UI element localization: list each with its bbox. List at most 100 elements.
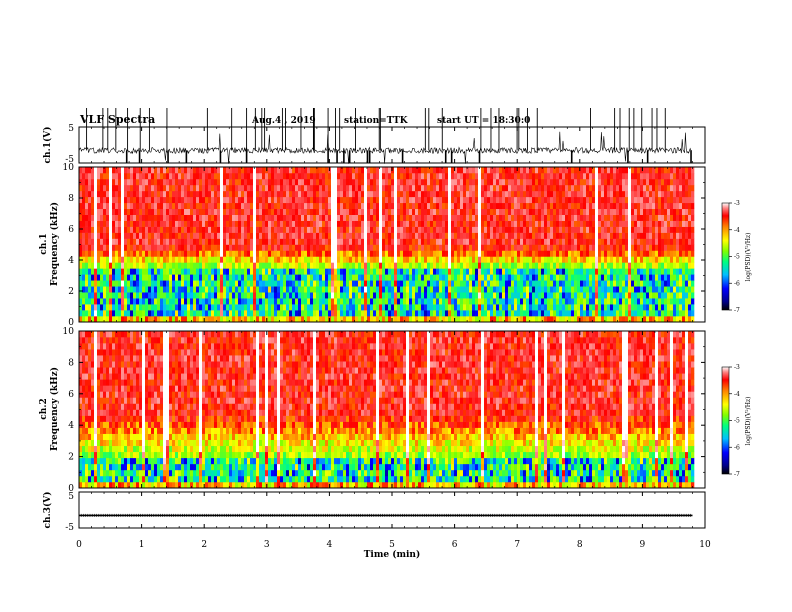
spectrogram-cell [343,298,347,305]
spectrogram-cell [103,268,107,275]
spectrogram-cell [565,178,569,186]
spectrogram-cell [595,262,599,269]
spectrogram-cell [640,178,644,186]
spectrogram-cell [418,178,422,186]
spectrogram-cell [637,256,641,263]
spectrogram-cell [451,184,455,192]
spectrogram-cell [85,172,89,180]
spectrogram-cell [358,310,362,317]
spectrogram-cell [313,256,317,263]
spectrogram-cell [415,184,419,192]
spectrogram-cell [226,316,230,323]
spectrogram-cell [265,172,269,180]
spectrogram-cell [436,232,440,239]
spectrogram-cell [151,196,155,204]
spectrogram-cell [412,262,416,269]
spectrogram-cell [133,244,137,251]
spectrogram-cell [310,226,314,233]
spectrogram-cell [214,286,218,293]
spectrogram-cell [388,250,392,257]
spectrogram-cell [85,292,89,299]
spectrogram-cell [139,167,143,174]
spectrogram-cell [397,172,401,180]
spectrogram-cell [403,268,407,275]
spectrogram-cell [262,220,266,227]
spectrogram-cell [289,304,293,311]
spectrogram-cell [268,214,272,221]
spectrogram-cell [190,256,194,263]
spectrogram-cell [370,167,374,174]
spectrogram-cell [253,220,257,227]
spectrogram-cell [559,202,563,210]
spectrogram-cell [154,202,158,210]
spectrogram-cell [466,226,470,233]
spectrogram-cell [430,238,434,245]
spectrogram-cell [346,232,350,239]
spectrogram-cell [484,214,488,221]
spectrogram-cell [601,196,605,204]
spectrogram-cell [385,316,389,323]
spectrogram-cell [415,286,419,293]
spectrogram-cell [313,250,317,257]
spectrogram-cell [484,268,488,275]
spectrogram-cell [475,250,479,257]
spectrogram-cell [394,274,398,281]
spectrogram-cell [538,286,542,293]
spectrogram-cell [421,232,425,239]
spectrogram-cell [181,292,185,299]
spectrogram-cell [112,190,116,198]
spectrogram-cell [580,214,584,221]
spectrogram-cell [394,226,398,233]
spectrogram-cell [628,304,632,311]
spectrogram-cell [496,310,500,317]
spectrogram-cell [148,244,152,251]
spectrogram-cell [610,310,614,317]
spectrogram-cell [283,280,287,287]
spectrogram-cell [571,178,575,186]
spectrogram-cell [214,298,218,305]
spectrogram-cell [538,292,542,299]
spectrogram-cell [532,232,536,239]
spectrogram-cell [331,178,335,186]
spectrogram-cell [346,256,350,263]
spectrogram-cell [142,316,146,323]
spectrogram-cell [514,196,518,204]
spectrogram-cell [646,280,650,287]
spectrogram-cell [79,244,83,251]
spectrogram-cell [364,238,368,245]
spectrogram-cell [490,292,494,299]
spectrogram-cell [115,262,119,269]
spectrogram-cell [538,256,542,263]
spectrogram-cell [427,238,431,245]
spectrogram-cell [541,226,545,233]
spectrogram-cell [127,244,131,251]
spectrogram-cell [646,286,650,293]
spectrogram-cell [178,226,182,233]
spectrogram-cell [88,172,92,180]
spectrogram-cell [631,244,635,251]
spectrogram-cell [376,310,380,317]
spectrogram-cell [211,292,215,299]
spectrogram-cell [496,292,500,299]
spectrogram-cell [559,310,563,317]
spectrogram-cell [148,292,152,299]
spectrogram-cell [91,226,95,233]
spectrogram-cell [406,244,410,251]
spectrogram-cell [229,226,233,233]
spectrogram-cell [193,214,197,221]
spectrogram-cell [181,280,185,287]
spectrogram-cell [190,172,194,180]
spectrogram-cell [406,268,410,275]
spectrogram-cell [142,286,146,293]
spectrogram-cell [427,256,431,263]
spectrogram-cell [424,262,428,269]
spectrogram-cell [118,268,122,275]
spectrogram-cell [229,232,233,239]
spectrogram-cell [187,196,191,204]
spectrogram-cell [202,214,206,221]
spectrogram-cell [628,244,632,251]
spectrogram-cell [499,292,503,299]
spectrogram-cell [586,238,590,245]
spectrogram-cell [598,190,602,198]
spectrogram-cell [298,292,302,299]
